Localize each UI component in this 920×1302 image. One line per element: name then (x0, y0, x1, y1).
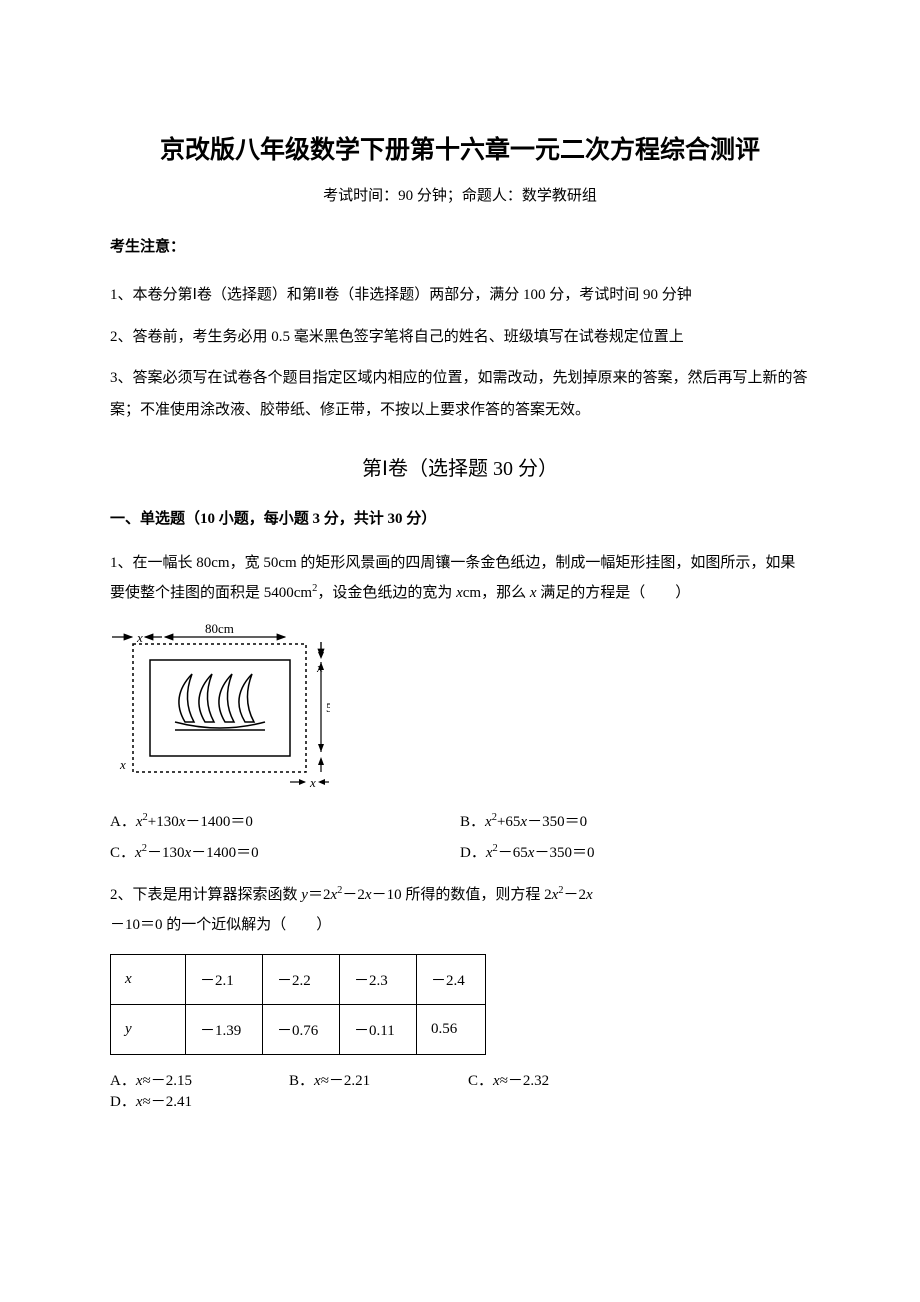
question-1-options-row2: C．x2－130x－1400＝0 D．x2－65x－350＝0 (110, 841, 810, 862)
txt: －130 (147, 845, 185, 861)
var-x: x (493, 1073, 500, 1089)
table-cell: －0.11 (340, 1005, 417, 1055)
var-x: x (136, 1094, 143, 1110)
var-x: x (136, 814, 143, 830)
table-cell: 0.56 (417, 1005, 486, 1055)
option-c: C．x≈－2.32 (468, 1069, 643, 1090)
option-c: C．x2－130x－1400＝0 (110, 841, 460, 862)
txt: +130 (148, 814, 179, 830)
txt: －65 (498, 845, 528, 861)
label: D． (110, 1094, 136, 1110)
label: B． (289, 1073, 314, 1089)
table-cell: x (111, 955, 186, 1005)
notice-heading: 考生注意： (110, 235, 810, 256)
table-row: x －2.1 －2.2 －2.3 －2.4 (111, 955, 486, 1005)
svg-text:x: x (119, 757, 126, 772)
subsection-heading: 一、单选题（10 小题，每小题 3 分，共计 30 分） (110, 507, 810, 528)
notice-item: 1、本卷分第Ⅰ卷（选择题）和第Ⅱ卷（非选择题）两部分，满分 100 分，考试时间… (110, 280, 810, 312)
frame-figure-svg: x 80cm x 50cm x x (110, 622, 330, 787)
var-x: x (314, 1073, 321, 1089)
question-1-options-row1: A．x2+130x－1400＝0 B．x2+65x－350＝0 (110, 810, 810, 831)
var-x: x (530, 585, 537, 601)
option-a: A．x≈－2.15 (110, 1069, 285, 1090)
q1-text: cm，那么 (463, 585, 530, 601)
var-x: x (485, 814, 492, 830)
txt: ≈－2.32 (500, 1073, 549, 1089)
var-x: x (125, 971, 132, 987)
label: B． (460, 814, 485, 830)
q1-text: 满足的方程是（ ） (537, 585, 691, 601)
var-x: x (586, 887, 593, 903)
notice-item: 3、答案必须写在试卷各个题目指定区域内相应的位置，如需改动，先划掉原来的答案，然… (110, 363, 810, 426)
txt: +65 (497, 814, 520, 830)
q2-text: 2、下表是用计算器探索函数 (110, 887, 301, 903)
question-1-figure: x 80cm x 50cm x x (110, 622, 810, 792)
q2-text: －2 (342, 887, 365, 903)
txt: －350＝0 (527, 814, 587, 830)
table-cell: －0.76 (263, 1005, 340, 1055)
option-d: D．x≈－2.41 (110, 1090, 285, 1111)
exam-title: 京改版八年级数学下册第十六章一元二次方程综合测评 (110, 130, 810, 166)
label: A． (110, 1073, 136, 1089)
option-b: B．x2+65x－350＝0 (460, 810, 810, 831)
svg-text:80cm: 80cm (205, 622, 234, 636)
exam-subtitle: 考试时间：90 分钟；命题人：数学教研组 (110, 184, 810, 205)
option-a: A．x2+130x－1400＝0 (110, 810, 460, 831)
q2-text: －2 (564, 887, 587, 903)
txt: ≈－2.15 (143, 1073, 192, 1089)
txt: －350＝0 (534, 845, 594, 861)
txt: －1400＝0 (191, 845, 259, 861)
table-cell: y (111, 1005, 186, 1055)
table-row: y －1.39 －0.76 －0.11 0.56 (111, 1005, 486, 1055)
question-2-table: x －2.1 －2.2 －2.3 －2.4 y －1.39 －0.76 －0.1… (110, 954, 486, 1055)
section-title: 第Ⅰ卷（选择题 30 分） (110, 452, 810, 481)
var-x: x (456, 585, 463, 601)
svg-text:x: x (309, 775, 316, 787)
table-cell: －2.2 (263, 955, 340, 1005)
txt: ≈－2.21 (321, 1073, 370, 1089)
var-y: y (125, 1021, 132, 1037)
q2-text: －10＝0 的一个近似解为（ ） (110, 917, 331, 933)
var-x: x (135, 845, 142, 861)
q2-text: ＝2 (308, 887, 331, 903)
q1-text: ，设金色纸边的宽为 (317, 585, 456, 601)
var-x: x (486, 845, 493, 861)
label: A． (110, 814, 136, 830)
svg-text:50cm: 50cm (326, 700, 330, 715)
label: C． (110, 845, 135, 861)
var-y: y (301, 887, 308, 903)
txt: －1400＝0 (185, 814, 253, 830)
var-x: x (365, 887, 372, 903)
table-cell: －2.4 (417, 955, 486, 1005)
question-1-stem: 1、在一幅长 80cm，宽 50cm 的矩形风景画的四周镶一条金色纸边，制成一幅… (110, 548, 810, 608)
label: D． (460, 845, 486, 861)
notice-item: 2、答卷前，考生务必用 0.5 毫米黑色签字笔将自己的姓名、班级填写在试卷规定位… (110, 322, 810, 354)
txt: ≈－2.41 (143, 1094, 192, 1110)
var-x: x (136, 1073, 143, 1089)
table-cell: －2.1 (186, 955, 263, 1005)
q2-text: －10 所得的数值，则方程 2 (372, 887, 552, 903)
table-cell: －1.39 (186, 1005, 263, 1055)
option-d: D．x2－65x－350＝0 (460, 841, 810, 862)
question-2-stem: 2、下表是用计算器探索函数 y＝2x2－2x－10 所得的数值，则方程 2x2－… (110, 880, 810, 940)
svg-text:x: x (136, 630, 143, 645)
table-cell: －2.3 (340, 955, 417, 1005)
label: C． (468, 1073, 493, 1089)
question-2-options: A．x≈－2.15 B．x≈－2.21 C．x≈－2.32 D．x≈－2.41 (110, 1069, 810, 1111)
option-b: B．x≈－2.21 (289, 1069, 464, 1090)
